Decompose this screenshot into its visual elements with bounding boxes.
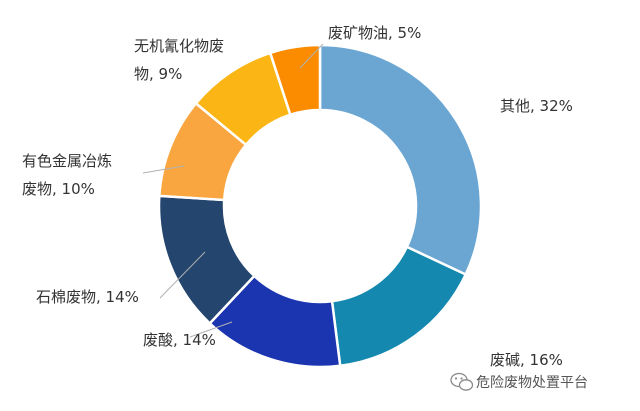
slice-label-6: 废矿物油, 5% bbox=[328, 24, 421, 42]
slice-label-line: 废矿物油, 5% bbox=[328, 24, 421, 42]
leader-line-2 bbox=[189, 321, 233, 338]
slice-6 bbox=[268, 43, 322, 117]
slice-label-line: 废酸, 14% bbox=[143, 331, 216, 349]
slice-label-line: 废物, 10% bbox=[22, 180, 95, 198]
slice-0 bbox=[318, 43, 483, 277]
slice-label-3: 石棉废物, 14% bbox=[36, 288, 139, 306]
slice-label-5: 无机氰化物废物, 9% bbox=[134, 37, 224, 83]
slice-group bbox=[157, 43, 483, 369]
label-group: 其他, 32% 废碱, 16% 废酸, 14% 石棉废物, 14% 有色金属冶炼废物, … bbox=[22, 24, 573, 369]
leader-line-4 bbox=[142, 165, 185, 174]
leader-line-6 bbox=[299, 43, 324, 69]
watermark-text: 危险废物处置平台 bbox=[476, 375, 588, 391]
slice-label-line: 废碱, 16% bbox=[490, 351, 563, 369]
slice-label-1: 废碱, 16% bbox=[490, 351, 563, 369]
slice-label-line: 其他, 32% bbox=[500, 97, 573, 115]
slice-label-2: 废酸, 14% bbox=[143, 331, 216, 349]
watermark: 危险废物处置平台 bbox=[450, 372, 588, 391]
leader-line-3 bbox=[159, 251, 206, 299]
wechat-icon bbox=[450, 372, 474, 391]
slice-label-line: 物, 9% bbox=[134, 65, 182, 83]
slice-label-line: 无机氰化物废 bbox=[134, 37, 224, 55]
slice-1 bbox=[330, 245, 468, 368]
slice-label-line: 石棉废物, 14% bbox=[36, 288, 139, 306]
leader-line-group bbox=[142, 43, 324, 338]
slice-label-4: 有色金属冶炼废物, 10% bbox=[22, 152, 112, 198]
slice-label-line: 有色金属冶炼 bbox=[22, 152, 112, 170]
slice-label-0: 其他, 32% bbox=[500, 97, 573, 115]
